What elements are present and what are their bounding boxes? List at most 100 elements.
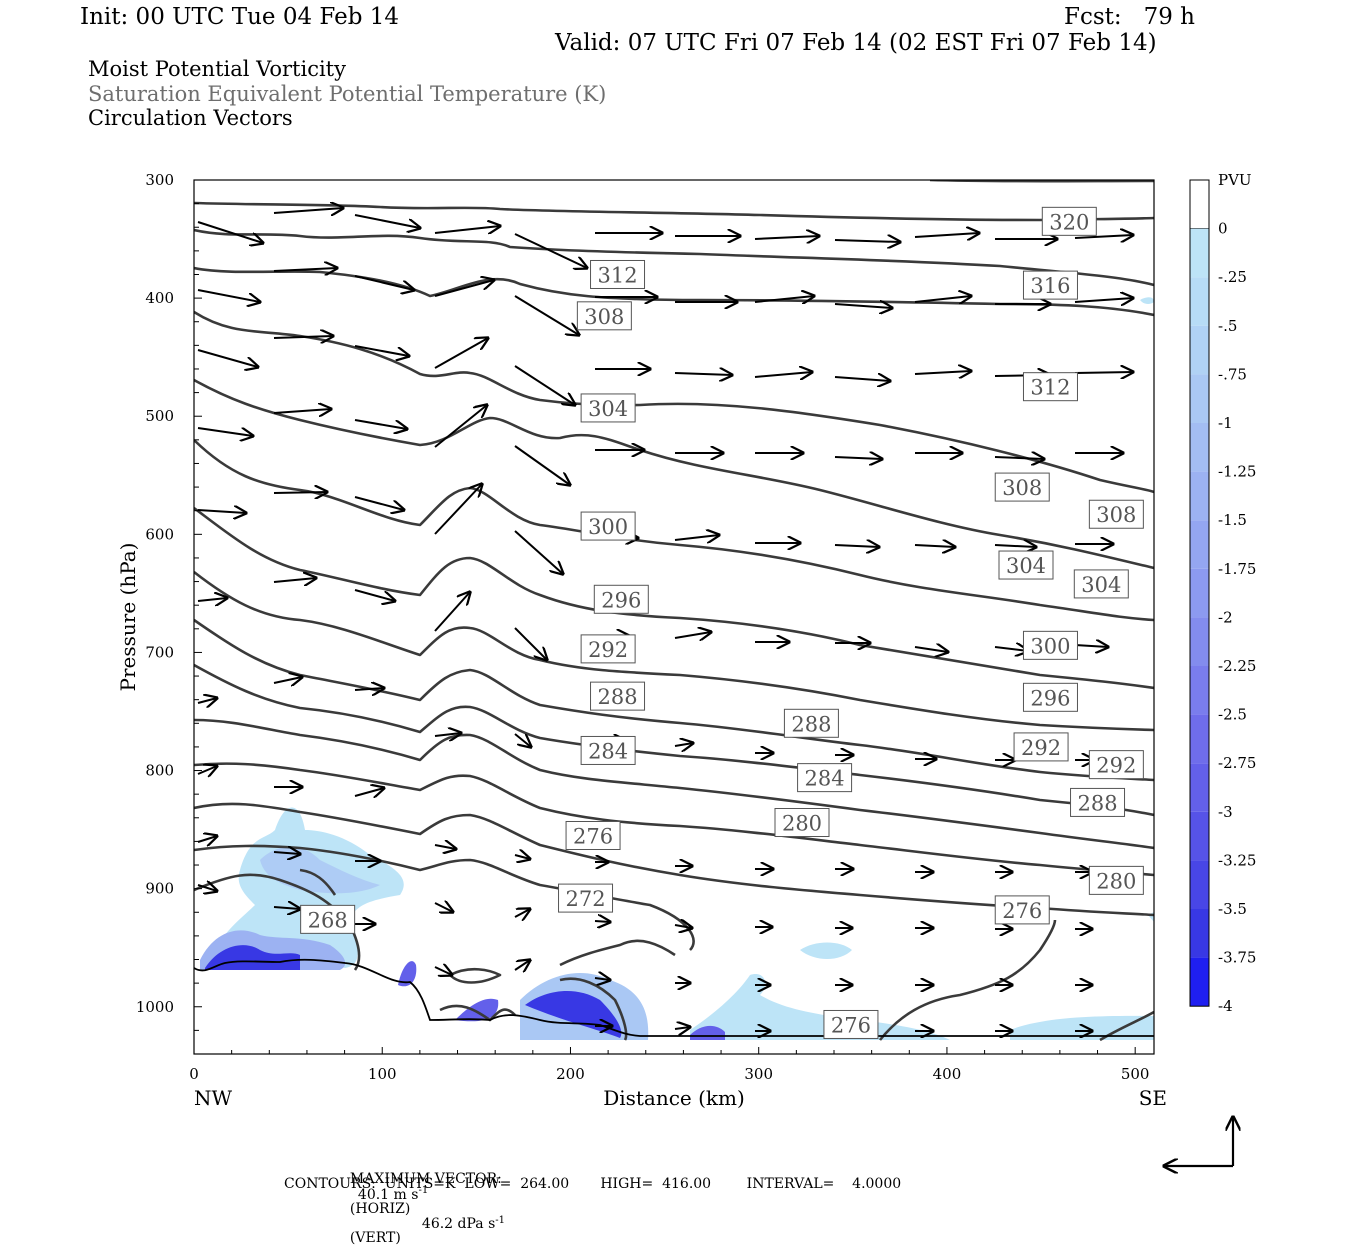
contour-label: 300 (580, 511, 636, 541)
contour-label-box (580, 634, 636, 664)
vector-arrow (434, 903, 453, 912)
contour-label: 276 (994, 895, 1050, 925)
vector-arrow (914, 233, 979, 237)
contour-label: 308 (994, 472, 1050, 502)
contour-label-text: 304 (588, 397, 628, 421)
y-tick-label: 1000 (136, 998, 174, 1016)
contour-label: 276 (823, 1009, 879, 1039)
contour-label-text: 300 (1030, 634, 1070, 658)
vector-arrow (514, 445, 570, 485)
vector-arrow (514, 530, 563, 574)
contour-label-text: 284 (588, 739, 628, 763)
contour-label-text: 292 (588, 638, 628, 662)
contour-label-box (1022, 270, 1078, 300)
vector-arrow (273, 336, 333, 338)
vector-arrow (594, 921, 610, 922)
vector-arrow (514, 909, 530, 917)
contours-info: CONTOURS: UNITS=K LOW= 264.00 HIGH= 416.… (284, 1176, 902, 1192)
vector-arrow (434, 592, 470, 632)
vector-arrow (197, 349, 258, 367)
contour-label-box (1022, 630, 1078, 660)
vector-arrow (197, 289, 260, 302)
contour-label-text: 268 (308, 908, 348, 932)
vector-arrow (197, 598, 227, 601)
contour-label-box (565, 821, 621, 850)
pvu-colorbar: 0 -.25 -.5 -.75 -1 -1.25 -1.5 -1.75 -2 -2.25 -2.5 -… (1189, 179, 1256, 1015)
vector-arrow (514, 365, 575, 405)
vector-arrow (273, 907, 300, 909)
vector-arrow (1074, 645, 1108, 647)
vector-arrow (834, 457, 882, 459)
vector-arrow (354, 589, 395, 601)
contour-label: 316 (1022, 270, 1078, 300)
x-axis-title: Distance (km) (603, 1086, 745, 1110)
contour-label-text: 296 (601, 588, 641, 612)
contour-label-text: 312 (597, 263, 637, 287)
max-vector-horiz: 40.1 m s (357, 1186, 419, 1203)
contour-label-box (994, 472, 1050, 502)
colorbar-segment (1190, 957, 1209, 1007)
contour-label-text: 308 (1096, 503, 1136, 527)
colorbar-label: -.75 (1218, 365, 1247, 383)
vector-arrow (434, 338, 488, 369)
colorbar-segment (1190, 860, 1209, 909)
contour-label-text: 292 (1021, 736, 1061, 760)
vector-arrow (434, 845, 456, 849)
contour-label-box (1013, 732, 1069, 762)
y-tick-label: 700 (145, 643, 174, 661)
vector-arrow (514, 233, 587, 268)
plot-frame (193, 179, 1155, 1055)
field-title-mpv: Moist Potential Vorticity (88, 57, 346, 81)
contour-label-text: 280 (782, 812, 822, 836)
contour-label: 312 (1022, 372, 1078, 402)
vector-arrow (1074, 372, 1133, 373)
contour-labels: 320 316 312 312 308 308 308 304 304 304 300 300 296 2… (300, 206, 1144, 1039)
vector-arrow (197, 766, 217, 774)
colorbar-label: -.25 (1218, 268, 1247, 286)
vector-arrow (273, 268, 337, 271)
vector-arrow (674, 743, 693, 746)
vector-arrow (354, 345, 409, 356)
vector-arrow (273, 409, 331, 413)
vector-arrow (434, 733, 461, 736)
contour-label-box (1073, 569, 1129, 599)
vector-arrow (434, 280, 494, 297)
vector-arrow (674, 925, 692, 928)
colorbar-segment (1190, 423, 1209, 472)
contour-label-text: 292 (1096, 754, 1136, 778)
vector-arrow (514, 295, 579, 335)
vector-arrow (197, 427, 253, 436)
contour-label-text: 284 (805, 767, 845, 791)
contour-label-text: 288 (597, 685, 637, 709)
valid-time: Valid: 07 UTC Fri 07 Feb 14 (02 EST Fri … (555, 30, 1157, 56)
reference-vector-icon (1164, 1117, 1233, 1166)
contour-label: 296 (593, 584, 649, 614)
contour-label: 308 (1088, 499, 1144, 529)
vector-arrow (994, 457, 1044, 459)
forecast-hour: Fcst: 79 h (1064, 4, 1195, 30)
vector-arrow (914, 296, 971, 302)
vector-arrow (994, 545, 1036, 547)
contour-label-box (590, 681, 646, 711)
colorbar-segment (1190, 763, 1209, 812)
vector-arrow (754, 236, 819, 239)
contour-label-box (1022, 372, 1078, 402)
contour-label-box (1070, 787, 1126, 817)
x-tick-label: 400 (933, 1065, 962, 1083)
max-vector-label: MAXIMUM VECTOR: (349, 1171, 502, 1187)
contour-label-text: 312 (1030, 376, 1070, 400)
vector-arrow (834, 545, 879, 547)
contour-label: 284 (797, 763, 853, 793)
contour-label-box (593, 584, 649, 614)
x-tick-label: 200 (556, 1065, 585, 1083)
contour-label: 300 (1022, 630, 1078, 660)
colorbar-segment (1190, 568, 1209, 618)
colorbar-label: -1 (1218, 414, 1233, 432)
y-tick-label: 500 (145, 407, 174, 425)
contour-label-box (1088, 499, 1144, 529)
contour-label: 312 (590, 259, 646, 289)
axes: 0 100 200 300 400 500 300 400 500 600 700 800 900 100… (136, 171, 1150, 1083)
y-tick-label: 400 (145, 289, 174, 307)
vector-arrow (994, 647, 1028, 651)
vector-arrow (514, 960, 530, 970)
